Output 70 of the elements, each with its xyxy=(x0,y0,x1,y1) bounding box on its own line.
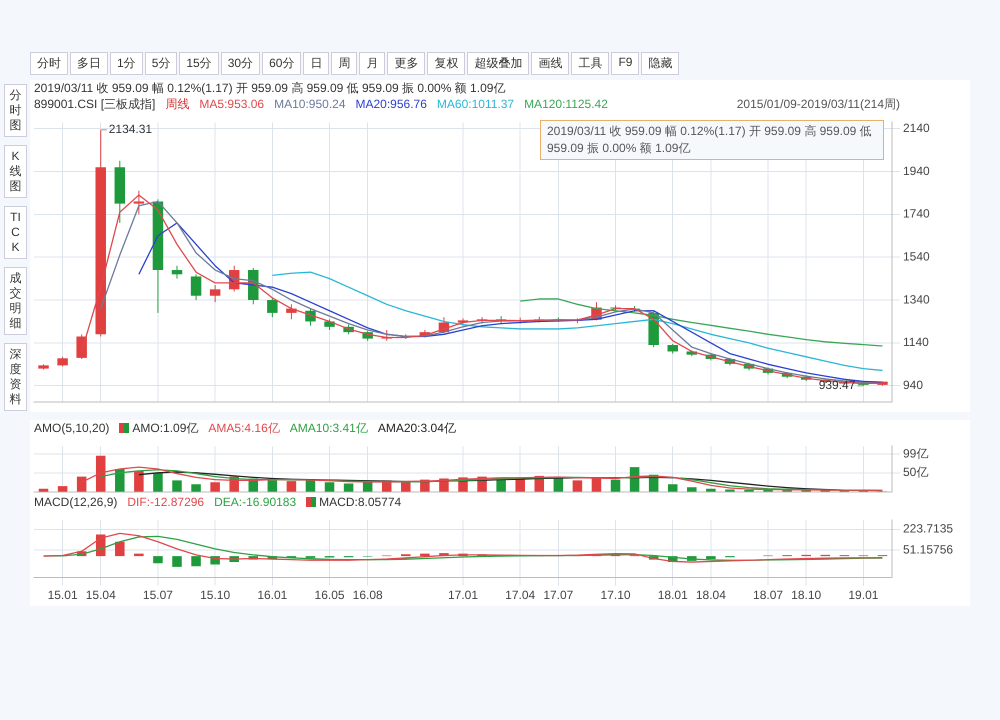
text: 隐藏 xyxy=(641,52,680,75)
chart-title: AMO(5,10,20) xyxy=(34,420,110,436)
text: 深度资料 xyxy=(4,343,27,411)
text: 周 xyxy=(331,52,358,75)
annotation: 939.47 xyxy=(818,378,856,392)
x-tick-label: 17.10 xyxy=(600,588,631,602)
y-tick-label: 2140 xyxy=(903,120,930,135)
x-tick-label: 18.01 xyxy=(658,588,688,602)
text: 工具 xyxy=(571,52,610,75)
x-tick-label: 17.04 xyxy=(505,588,536,602)
legend-label: MACD:8.05774 xyxy=(318,494,402,510)
y-tick-label: 50亿 xyxy=(903,465,928,480)
legend-label: AMO:1.09亿 xyxy=(131,420,198,436)
y-tick-label: 223.7135 xyxy=(903,522,954,536)
y-tick-label: 1340 xyxy=(903,292,930,306)
text: MA20:956.76 xyxy=(356,96,427,112)
x-tick-label: 15.04 xyxy=(86,588,116,602)
y-tick-label: 1140 xyxy=(903,335,930,350)
text: 成交明细 xyxy=(4,267,27,335)
chart-title: MACD(12,26,9) xyxy=(34,494,118,510)
text: 月 xyxy=(359,52,386,75)
chart-subtitle: 周线 xyxy=(165,96,190,112)
text: AMA5:4.16亿 xyxy=(208,420,280,436)
x-tick-label: 16.08 xyxy=(352,588,384,602)
text: 1分 xyxy=(110,52,143,75)
text: K线图 xyxy=(4,145,27,198)
text: 60分 xyxy=(262,52,302,75)
text: 日 xyxy=(303,52,330,75)
text: MA5:953.06 xyxy=(199,96,264,112)
y-tick-label: 1940 xyxy=(903,164,930,178)
text: AMA20:3.04亿 xyxy=(378,420,456,436)
y-tick-label: 1540 xyxy=(903,249,930,264)
text: 2015/01/09-2019/03/11(214周) xyxy=(736,96,901,112)
text: DEA:-16.90183 xyxy=(214,494,296,510)
text: 2019/03/11 收 959.09 幅 0.12%(1.17) 开 959.09 高 959.09 低 959.09 振 0.00% 额 1.09亿 xyxy=(33,80,506,96)
y-tick-label: 99亿 xyxy=(903,446,928,460)
text: TICK xyxy=(4,206,27,259)
x-tick-label: 16.05 xyxy=(314,588,345,602)
x-tick-label: 15.07 xyxy=(142,588,174,602)
text: MA10:950.24 xyxy=(274,96,346,112)
text: 画线 xyxy=(531,52,570,75)
text: AMA10:3.41亿 xyxy=(290,420,368,436)
text: MA60:1011.37 xyxy=(436,96,514,112)
x-tick-label: 18.10 xyxy=(791,588,822,602)
text: 复权 xyxy=(427,52,466,75)
y-tick-label: 1740 xyxy=(903,206,930,221)
y-tick-label: 940 xyxy=(903,378,924,392)
x-tick-label: 19.01 xyxy=(848,588,879,602)
text: 超级叠加 xyxy=(467,52,530,75)
text: DIF:-12.87296 xyxy=(127,494,204,510)
x-tick-label: 17.01 xyxy=(448,588,478,602)
text: MA120:1125.42 xyxy=(524,96,608,112)
text: 5分 xyxy=(144,52,178,75)
annotation: 2134.31 xyxy=(108,122,152,136)
x-tick-label: 18.04 xyxy=(696,588,726,602)
x-tick-label: 17.07 xyxy=(543,588,574,602)
annotation: 2019/03/11 收 959.09 幅 0.12%(1.17) 开 959.09 高 959.09 低 959.09 振 0.00% 额 1.09亿 xyxy=(540,120,884,160)
text: F9 xyxy=(611,52,640,75)
text: 分时 xyxy=(30,52,68,75)
text: 更多 xyxy=(387,52,426,75)
x-tick-label: 18.07 xyxy=(753,588,784,602)
text: 分时图 xyxy=(4,84,27,137)
x-tick-label: 15.10 xyxy=(200,588,230,602)
chart-title: 899001.CSI [三板成指] xyxy=(34,96,156,112)
text: 15分 xyxy=(179,52,219,75)
x-tick-label: 15.01 xyxy=(48,588,78,602)
x-tick-label: 16.01 xyxy=(257,588,288,602)
y-tick-label: 51.15756 xyxy=(903,542,954,556)
text: 30分 xyxy=(220,52,260,75)
text: 多日 xyxy=(70,52,108,75)
